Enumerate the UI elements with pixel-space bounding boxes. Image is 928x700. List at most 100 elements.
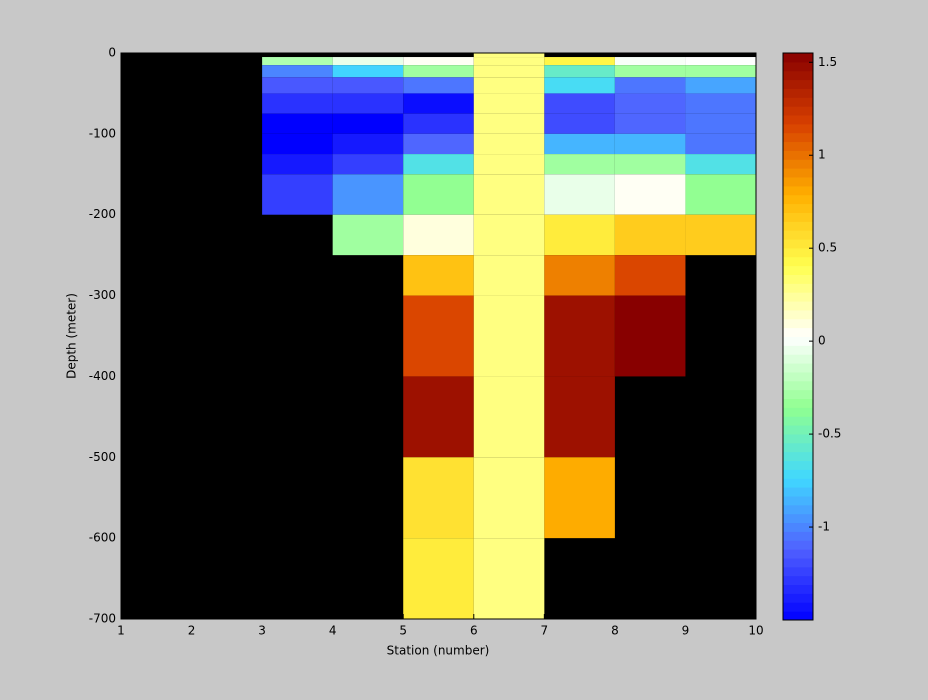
colorbar-tick-label: -0.5 [818,427,841,441]
colorbar-swatch [783,301,813,311]
heatmap-cell [614,214,686,256]
heatmap-cell [473,295,545,377]
colorbar-swatch [783,221,813,231]
heatmap-cell [544,77,615,94]
heatmap-cell [403,174,474,215]
x-axis-label: Station (number) [387,644,490,658]
colorbar-swatch [783,168,813,178]
heatmap-cell [403,255,474,296]
colorbar-swatch [783,79,813,89]
heatmap-cell [544,295,615,377]
heatmap-cell [473,376,545,458]
heatmap-cell [614,57,686,66]
heatmap-cell [685,133,756,155]
colorbar-swatch [783,265,813,275]
heatmap-cell [332,77,404,94]
colorbar-swatch [783,557,813,568]
colorbar-swatch [783,212,813,222]
colorbar-tick-label: 1.5 [818,55,837,69]
colorbar-swatch [783,185,813,196]
colorbar-tick-label: 0 [818,334,826,348]
colorbar-swatch [783,132,813,143]
colorbar-swatch [783,309,813,320]
heatmap-cell [262,154,333,175]
heatmap-cell [685,65,756,78]
heatmap-cell [473,154,545,175]
colorbar-swatch [783,150,813,160]
heatmap-cell [403,113,474,134]
heatmap-cell [473,457,545,539]
colorbar-swatch [783,460,813,470]
x-tick-label: 8 [611,624,619,638]
colorbar-swatch [783,230,813,240]
y-tick-label: -300 [89,288,116,302]
colorbar-swatch [783,70,813,81]
heatmap-cell [685,214,756,256]
heatmap-cell [403,133,474,155]
colorbar-frame [782,52,814,621]
colorbar-swatch [783,540,813,550]
colorbar-swatch [783,194,813,205]
heatmap-cell [544,93,615,114]
plot-frame [120,52,757,620]
heatmap-cell [614,93,686,114]
heatmap-cell [614,113,686,134]
colorbar-swatch [783,566,813,577]
heatmap-cell [473,214,545,256]
heatmap-cell [332,133,404,155]
colorbar-swatch [783,513,813,524]
colorbar-swatch [783,203,813,213]
x-tick-label: 6 [470,624,478,638]
colorbar-swatch [783,478,813,488]
colorbar-swatch [783,398,813,408]
heatmap-cell [614,65,686,78]
heatmap-cell [403,457,474,539]
colorbar-swatch [783,336,813,346]
colorbar-swatch [783,602,813,612]
heatmap-cell [403,214,474,256]
colorbar-swatch [783,292,813,302]
heatmap-cell [473,133,545,155]
x-tick-label: 3 [258,624,266,638]
heatmap-cell [332,113,404,134]
heatmap-cell [473,538,545,619]
colorbar-swatch [783,141,813,151]
heatmap-cell [544,57,615,66]
colorbar-swatch [783,123,813,134]
heatmap-cell [544,214,615,256]
heatmap-cell [544,154,615,175]
colorbar-swatch [783,115,813,125]
colorbar-swatch [783,416,813,426]
heatmap-cell [685,57,756,66]
y-axis-label: Depth (meter) [65,293,79,379]
colorbar-swatch [783,239,813,249]
colorbar-swatch [783,274,813,284]
colorbar-swatch [783,487,813,497]
colorbar-swatch [783,549,813,559]
heatmap-cell [403,65,474,78]
colorbar-swatch [783,575,813,586]
y-tick-label: -700 [89,612,116,626]
heatmap-cell [262,113,333,134]
colorbar-swatch [783,61,813,72]
heatmap-cell [332,174,404,215]
y-tick-label: 0 [108,46,116,60]
x-tick-label: 9 [682,624,690,638]
heatmap-cell [332,93,404,114]
colorbar-swatch [783,106,813,116]
colorbar-swatch [783,611,813,621]
x-tick-label: 4 [329,624,337,638]
colorbar-swatch [783,584,813,594]
colorbar-swatch [783,159,813,169]
x-tick-label: 1 [117,624,125,638]
colorbar-swatch [783,318,813,329]
heatmap-cell [544,376,615,458]
heatmap-cell [473,77,545,94]
colorbar-swatch [783,380,813,391]
heatmap-cell [403,295,474,377]
colorbar-swatch [783,327,813,337]
heatmap-cell [544,113,615,134]
heatmap-cell [332,57,404,66]
heatmap-cell [614,295,686,377]
